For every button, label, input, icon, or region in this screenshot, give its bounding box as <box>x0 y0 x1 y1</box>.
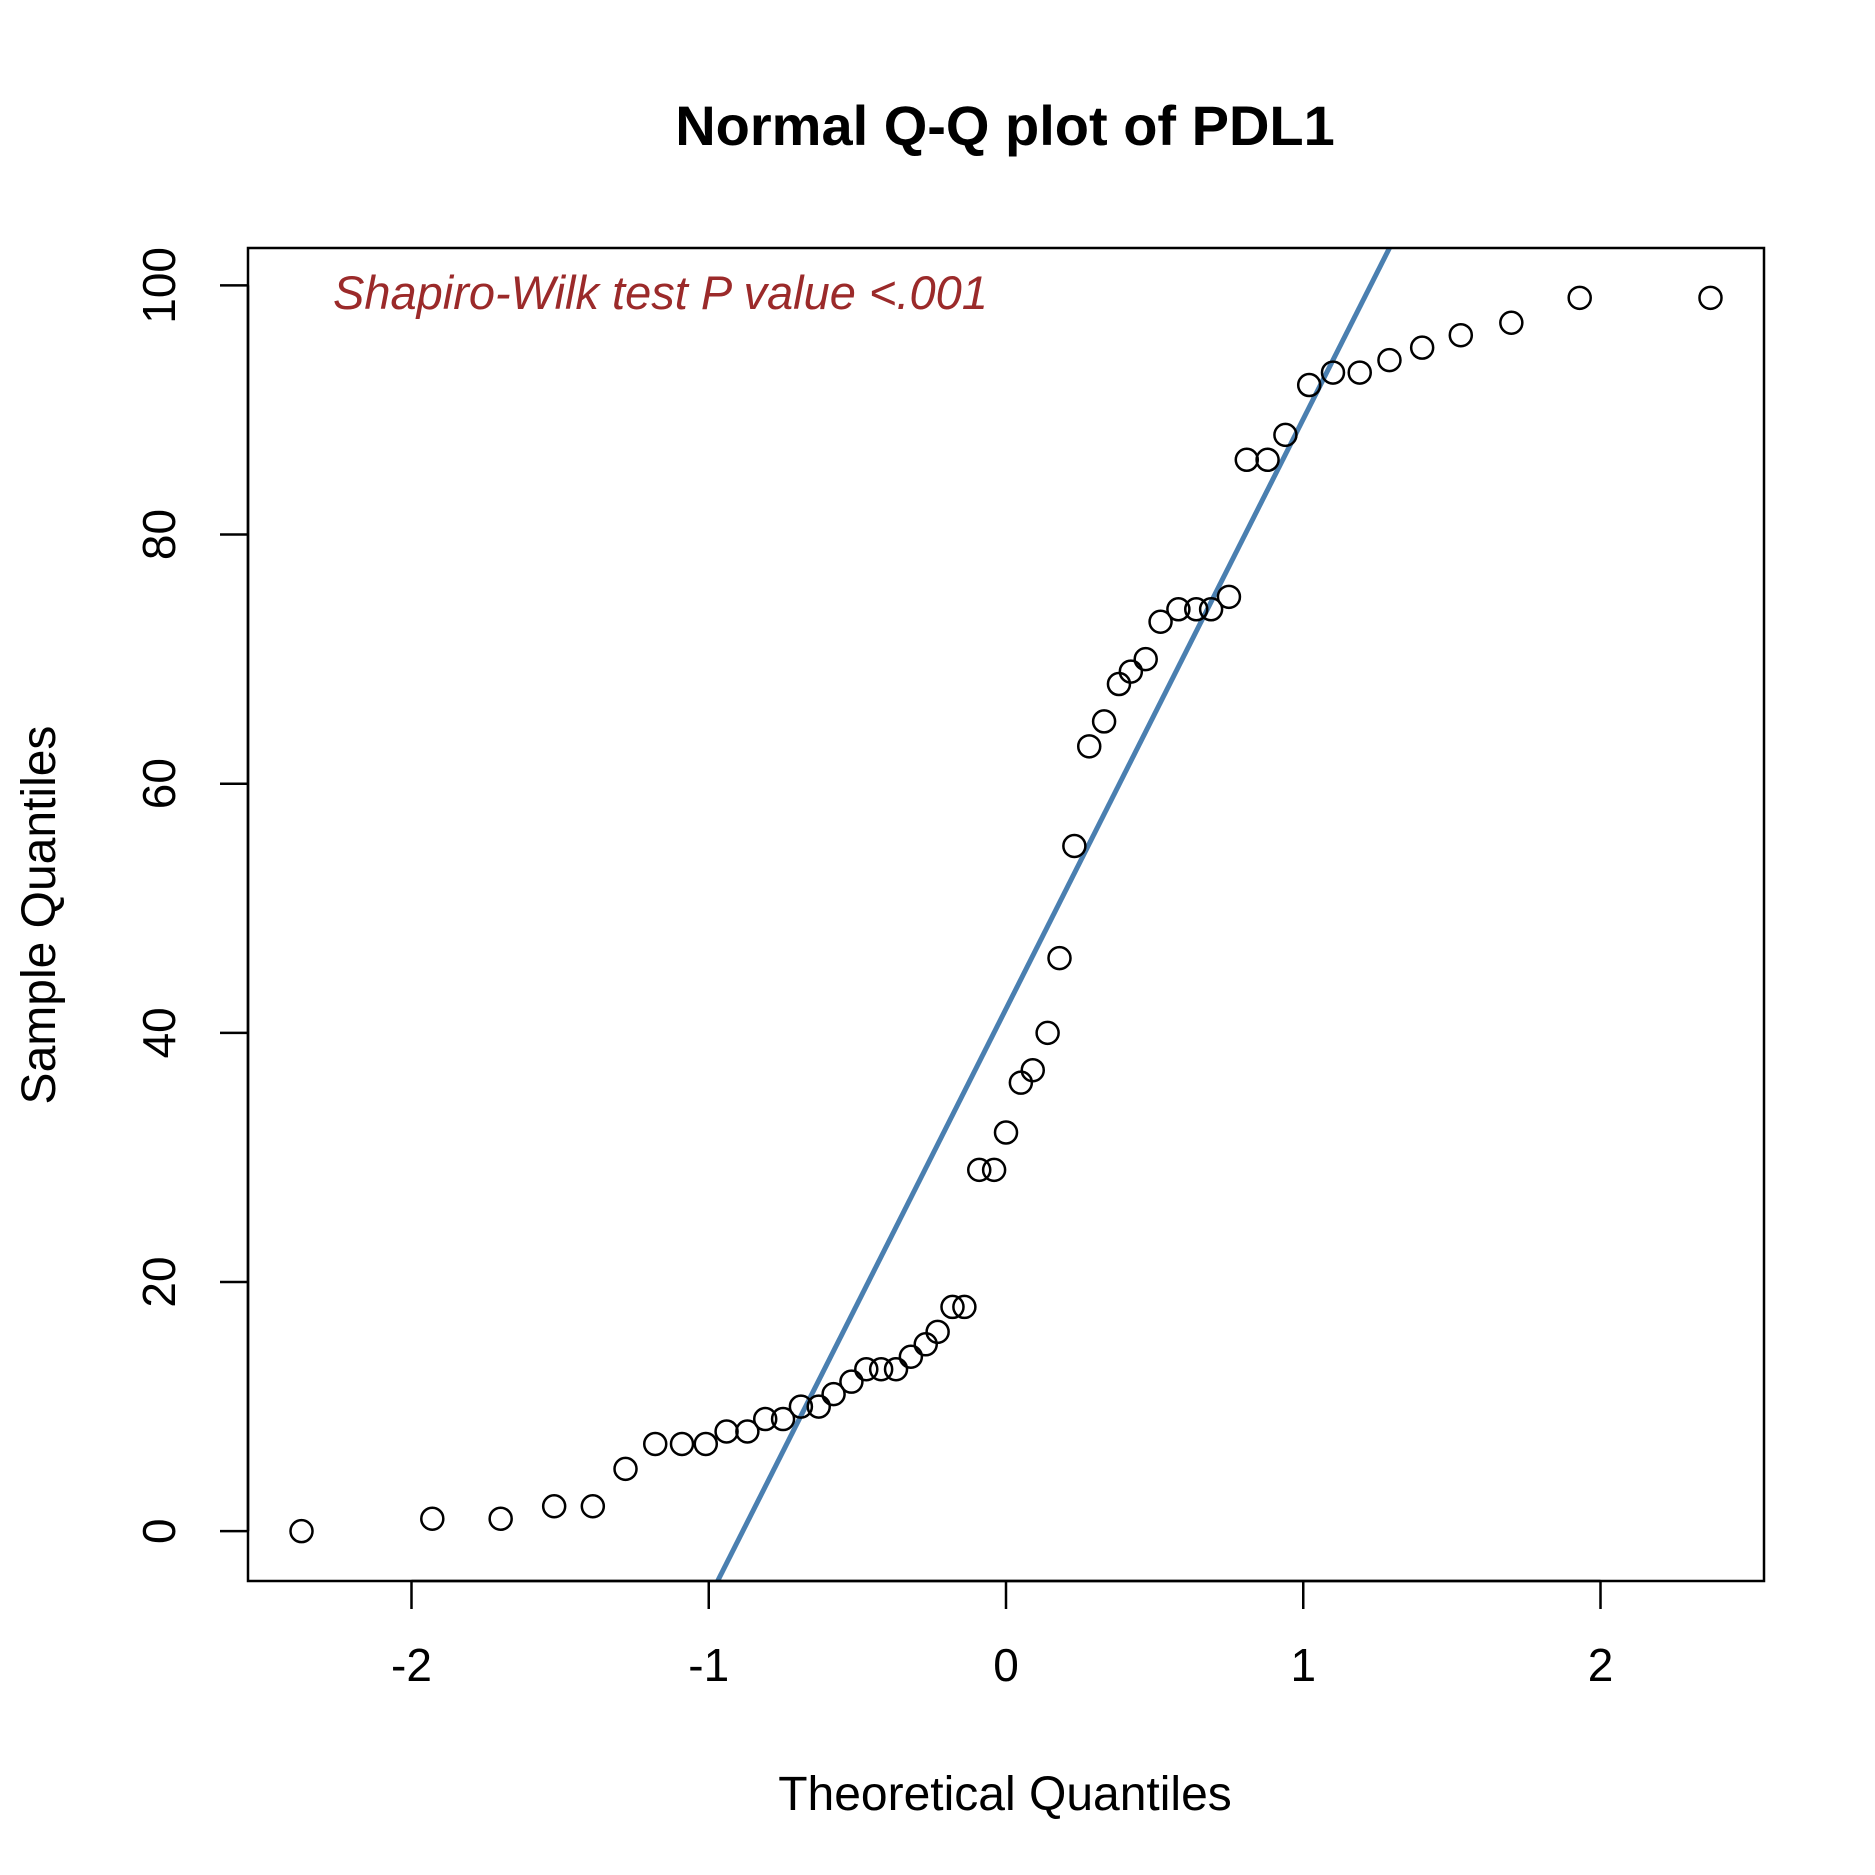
y-tick-label: 20 <box>133 1256 185 1307</box>
data-point <box>952 1294 977 1320</box>
x-axis: -2 -1 0 1 2 <box>391 1579 1614 1691</box>
shapiro-wilk-annotation: Shapiro-Wilk test P value <.001 <box>333 266 988 319</box>
data-point <box>1091 709 1117 734</box>
data-point <box>1118 659 1144 684</box>
y-tick-label: 0 <box>133 1518 185 1544</box>
y-axis: 0 20 40 60 80 100 <box>133 247 250 1544</box>
data-point <box>1008 1070 1034 1095</box>
y-tick-label: 40 <box>133 1007 185 1058</box>
data-point <box>1198 597 1224 622</box>
data-point <box>1698 285 1723 311</box>
chart-title: Normal Q-Q plot of PDL1 <box>675 94 1335 157</box>
data-point <box>289 1518 314 1544</box>
x-tick-label: -1 <box>688 1639 729 1691</box>
data-point <box>913 1332 938 1357</box>
data-point <box>1347 360 1372 385</box>
data-point <box>580 1494 606 1519</box>
data-point <box>883 1356 909 1382</box>
data-point <box>993 1120 1019 1145</box>
data-point <box>1499 310 1524 335</box>
x-tick-label: 1 <box>1290 1639 1316 1691</box>
plot-area <box>289 246 1723 1583</box>
data-point <box>1183 597 1209 622</box>
data-point <box>613 1456 638 1482</box>
data-point <box>1255 447 1280 473</box>
data-points <box>289 285 1723 1544</box>
data-point <box>821 1381 846 1407</box>
data-point <box>488 1506 513 1531</box>
data-point <box>806 1394 831 1419</box>
data-point <box>788 1394 814 1419</box>
data-point <box>1076 734 1102 759</box>
y-axis-label: Sample Quantiles <box>13 726 66 1105</box>
data-point <box>693 1431 719 1457</box>
data-point <box>1320 360 1346 385</box>
data-point <box>1216 584 1242 610</box>
data-point <box>1234 447 1260 473</box>
data-point <box>669 1431 695 1457</box>
data-point <box>898 1344 924 1370</box>
data-point <box>1409 335 1435 360</box>
reference-line <box>715 246 1392 1583</box>
data-point <box>1273 422 1298 448</box>
data-point <box>541 1494 567 1519</box>
data-point <box>714 1419 739 1444</box>
x-axis-label: Theoretical Quantiles <box>778 1768 1232 1821</box>
data-point <box>868 1356 894 1382</box>
data-point <box>1448 322 1474 348</box>
x-tick-label: 0 <box>993 1639 1019 1691</box>
data-point <box>1567 285 1592 311</box>
data-point <box>1035 1020 1060 1046</box>
data-point <box>735 1419 760 1444</box>
data-point <box>1166 597 1191 622</box>
data-point <box>925 1319 950 1345</box>
data-point <box>752 1406 778 1432</box>
data-point <box>1377 347 1402 373</box>
data-point <box>854 1356 879 1382</box>
data-point <box>981 1157 1007 1183</box>
data-point <box>1106 671 1132 697</box>
data-point <box>1148 609 1173 634</box>
data-point <box>1133 646 1158 672</box>
data-point <box>642 1431 668 1457</box>
data-point <box>1047 945 1072 971</box>
y-tick-label: 100 <box>133 247 185 324</box>
data-point <box>1062 833 1087 859</box>
data-point <box>940 1294 965 1320</box>
plot-frame <box>246 246 1766 1583</box>
data-point <box>1020 1057 1046 1083</box>
data-point <box>966 1157 992 1183</box>
y-tick-label: 60 <box>133 758 185 809</box>
data-point <box>1296 372 1322 398</box>
data-point <box>839 1369 864 1394</box>
data-point <box>420 1506 445 1531</box>
x-tick-label: 2 <box>1588 1639 1614 1691</box>
data-point <box>770 1406 796 1432</box>
y-tick-label: 80 <box>133 509 185 560</box>
x-tick-label: -2 <box>391 1639 432 1691</box>
